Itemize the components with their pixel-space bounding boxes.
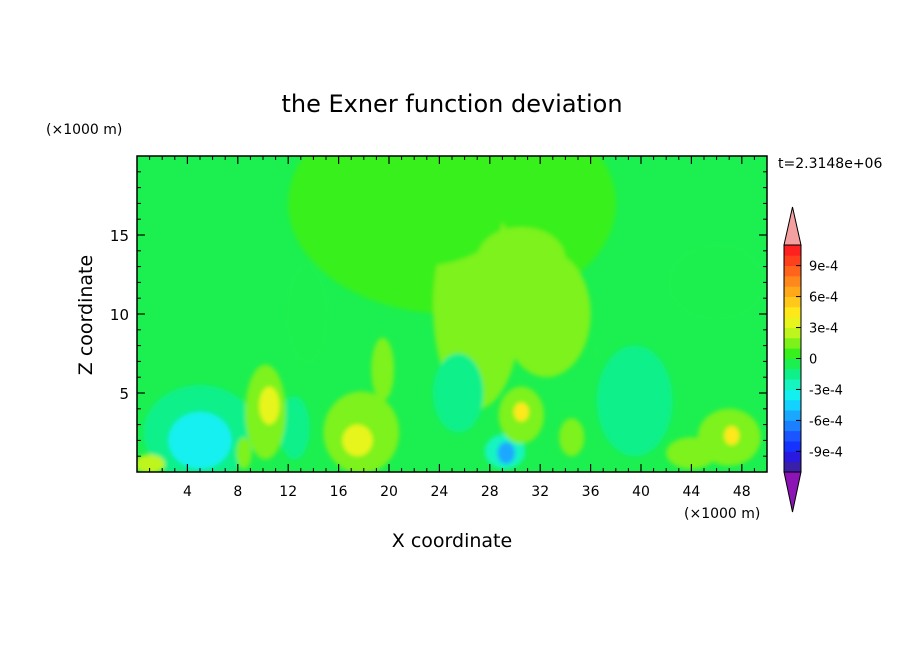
field-blob — [477, 227, 566, 291]
colorbar-swatch — [784, 358, 801, 370]
field-blob — [259, 386, 280, 425]
colorbar-swatch — [784, 461, 801, 473]
colorbar-under-arrow — [783, 471, 802, 513]
x-tick-label: 8 — [233, 484, 242, 500]
colorbar-swatch — [784, 317, 801, 328]
colorbar-tick-label: 6e-4 — [809, 291, 838, 306]
field-blob — [279, 396, 310, 460]
y-tick-label: 10 — [110, 306, 129, 324]
field-blob — [559, 418, 585, 457]
y-axis-label: Z coordinate — [75, 255, 97, 375]
x-tick-label: 20 — [380, 484, 398, 500]
colorbar-swatch — [784, 255, 801, 267]
colorbar-swatch — [784, 275, 801, 287]
x-tick-label: 24 — [430, 484, 448, 500]
field-blob — [592, 347, 602, 360]
colorbar-tick-label: 0 — [809, 353, 817, 368]
colorbar-swatch — [784, 399, 801, 411]
x-tick-label: 36 — [582, 484, 600, 500]
field-blob — [168, 411, 232, 469]
field-blob — [433, 353, 484, 433]
field-blob — [284, 263, 330, 365]
colorbar-swatch — [784, 337, 801, 349]
colorbar-swatch — [784, 441, 801, 452]
field-blob — [497, 441, 515, 465]
colorbar-swatch — [784, 420, 801, 432]
colorbar-swatch — [784, 306, 801, 318]
colorbar-swatch — [784, 410, 801, 421]
colorbar-swatch — [784, 368, 801, 380]
x-tick-label: 48 — [733, 484, 751, 500]
x-tick-label: 28 — [481, 484, 499, 500]
colorbar-over-arrow — [783, 206, 802, 246]
x-tick-label: 44 — [682, 484, 700, 500]
colorbar-swatch — [784, 327, 801, 339]
colorbar-tick-label: 3e-4 — [809, 322, 838, 337]
colorbar-swatch — [784, 286, 801, 297]
field-blob — [666, 242, 767, 322]
field-blob — [236, 437, 252, 469]
field-blob — [342, 424, 373, 457]
colorbar-swatch — [784, 245, 801, 256]
field-blob — [666, 437, 717, 469]
colorbar-swatch — [784, 296, 801, 308]
colorbar-tick-label: -9e-4 — [809, 445, 843, 460]
chart-title: the Exner function deviation — [281, 90, 622, 118]
colorbar-swatch — [784, 379, 801, 390]
x-tick-label: 32 — [531, 484, 549, 500]
y-tick-label: 5 — [119, 385, 129, 403]
field-blob — [326, 171, 503, 267]
contour-field — [137, 156, 767, 472]
x-tick-label: 4 — [183, 484, 192, 500]
field-blob — [137, 454, 165, 472]
colorbar-swatch — [784, 451, 801, 463]
colorbar-swatch — [784, 348, 801, 359]
field-blob — [371, 337, 395, 401]
colorbar: 9e-4 6e-4 3e-4 0 -3e-4 -6e-4 -9e-4 — [783, 206, 843, 513]
colorbar-swatch — [784, 430, 801, 442]
colorbar-swatch — [784, 389, 801, 401]
y-tick-label: 15 — [110, 227, 129, 245]
x-tick-label: 16 — [330, 484, 348, 500]
field-blob — [513, 402, 529, 422]
time-label: t=2.3148e+06 — [778, 156, 882, 172]
field-blob — [724, 426, 740, 446]
x-tick-label: 12 — [279, 484, 297, 500]
colorbar-tick-label: -6e-4 — [809, 414, 843, 429]
colorbar-swatch — [784, 265, 801, 277]
field-blob — [596, 345, 673, 457]
x-unit-label: (×1000 m) — [684, 506, 760, 522]
colorbar-tick-label: 9e-4 — [809, 260, 838, 275]
x-axis-label: X coordinate — [392, 530, 512, 552]
colorbar-tick-label: -3e-4 — [809, 383, 843, 398]
x-tick-label: 40 — [632, 484, 650, 500]
y-unit-label: (×1000 m) — [46, 122, 122, 138]
